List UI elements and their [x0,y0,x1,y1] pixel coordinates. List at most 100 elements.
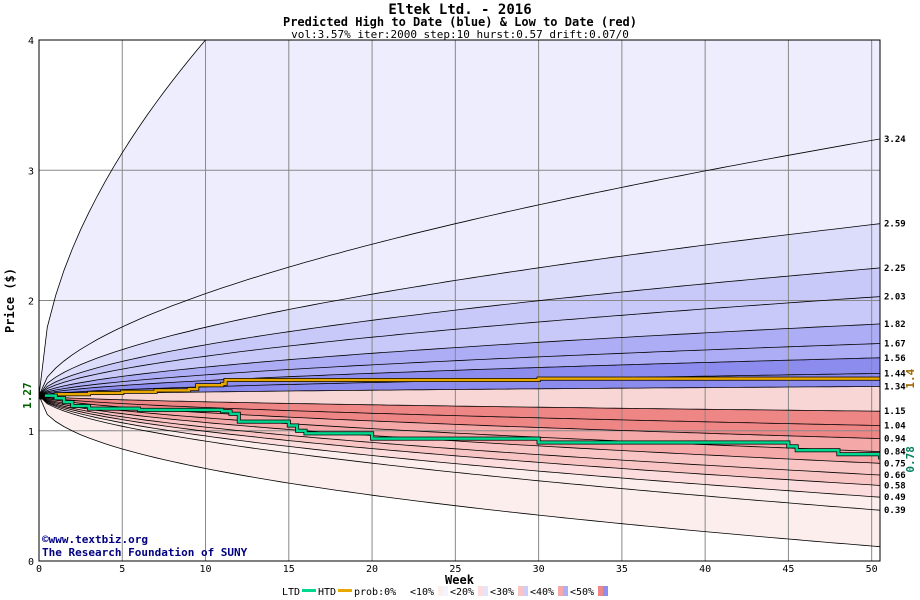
quantile-line [39,395,880,426]
legend-bucket-swatch [603,586,608,596]
quantile-line [39,395,880,548]
legend-bucket-label: <40% [530,587,554,598]
legend-bucket-swatch [518,586,523,596]
blue-band [39,343,880,396]
quantile-end-label: 1.04 [884,422,906,432]
red-band [39,395,880,547]
quantile-end-label: 2.25 [884,264,906,274]
legend-bucket-swatch [563,586,568,596]
quantile-line [39,267,880,396]
chart-subtitle: Predicted High to Date (blue) & Low to D… [282,15,637,29]
axes: 0 5 10 15 20 25 30 35 40 45 50 0 1 2 3 4 Week Price ($) [3,36,878,587]
x-tick-label: 10 [200,564,212,575]
x-tick-label: 25 [449,564,461,575]
quantile-line [39,395,880,464]
blue-band [39,223,880,396]
legend-bucket-label: <50% [570,587,594,598]
blue-band [39,139,880,396]
quantile-line [39,395,880,498]
x-tick-label: 40 [699,564,711,575]
red-band [39,395,880,511]
credit-url: ©www.textbiz.org [42,533,148,546]
quantile-end-label: 0.94 [884,435,906,445]
legend-bucket-swatch [558,586,563,596]
htd-end-label: 1.4 [904,368,917,388]
legend-ltd-swatch [302,589,316,592]
credit-organization: The Research Foundation of SUNY [42,546,248,559]
quantile-end-label: 0.75 [884,459,906,469]
start-point [39,391,45,400]
quantile-line [39,323,880,396]
quantile-line [39,357,880,396]
legend-htd-swatch [338,589,352,592]
legend-bucket-label: <30% [490,587,514,598]
quantile-end-label: 3.24 [884,135,906,145]
red-band [39,395,880,475]
y-tick-label: 2 [28,297,34,308]
x-tick-label: 30 [533,564,545,575]
blue-band [39,40,880,396]
legend-bucket-swatch [478,586,483,596]
legend-ltd-label: LTD [282,587,300,598]
blue-band [39,267,880,396]
quantile-end-label: 0.58 [884,481,906,491]
red-band [39,395,880,426]
center-band [39,386,880,412]
quantile-end-label: 0.39 [884,506,906,516]
quantile-line [39,395,880,452]
legend-prob-label: prob:0% [354,587,396,598]
red-band [39,395,880,439]
y-axis-label: Price ($) [3,268,17,333]
legend-bucket-swatch [523,586,528,596]
data-series [39,376,880,460]
quantile-line [39,395,880,511]
quantile-line [39,296,880,396]
red-band [39,395,880,498]
credit-url-text: www.textbiz.org [48,533,148,546]
ltd-end-label: 0.78 [904,446,917,473]
quantile-end-label: 1.34 [884,382,906,392]
chart-title: Eltek Ltd. - 2016 [388,2,532,18]
x-tick-label: 20 [366,564,378,575]
probability-bands [39,40,880,547]
blue-band [39,323,880,396]
quantile-line [39,138,880,396]
quantile-end-label: 0.66 [884,471,906,481]
quantile-end-label: 1.56 [884,354,906,364]
legend-bucket-swatch [398,586,408,596]
legend-bucket-swatch [438,586,443,596]
value-labels: 1.27 1.4 0.78 3.24 2.59 2.25 2.03 1.82 1.67 1.56 1… [21,135,917,516]
quantile-line [39,395,880,476]
quantile-line [39,343,880,396]
chart-parameters: vol:3.57% iter:2000 step:10 hurst:0.57 d… [291,28,629,41]
legend-bucket-label: <10% [410,587,434,598]
plot-frame [38,39,881,562]
legend-bucket-swatch [483,586,488,596]
red-band [39,395,880,452]
legend-bucket-swatch [598,586,603,596]
legend-bucket-label: <20% [450,587,474,598]
quantile-end-label: 2.59 [884,220,906,230]
blue-band [39,296,880,396]
quantile-line [39,395,880,486]
htd-line [39,377,880,397]
quantile-end-label: 2.03 [884,293,906,303]
x-tick-label: 35 [616,564,628,575]
x-axis-label: Week [445,573,475,587]
x-tick-label: 0 [36,564,42,575]
legend-htd-label: HTD [318,587,336,598]
ltd-line [39,394,880,460]
y-tick-label: 1 [28,427,34,438]
y-tick-label: 4 [28,36,34,47]
quantile-end-label: 0.49 [884,493,906,503]
legend: LTD HTD prob:0% <10% <20% <30% <40% <50% [282,586,608,598]
blue-band [39,357,880,396]
y-tick-label: 3 [28,166,34,177]
quantile-end-label: 1.67 [884,339,906,349]
x-tick-label: 15 [283,564,295,575]
quantile-end-label: 1.44 [884,369,906,379]
y-tick-label: 0 [28,557,34,568]
x-tick-label: 5 [119,564,125,575]
x-tick-label: 45 [782,564,794,575]
